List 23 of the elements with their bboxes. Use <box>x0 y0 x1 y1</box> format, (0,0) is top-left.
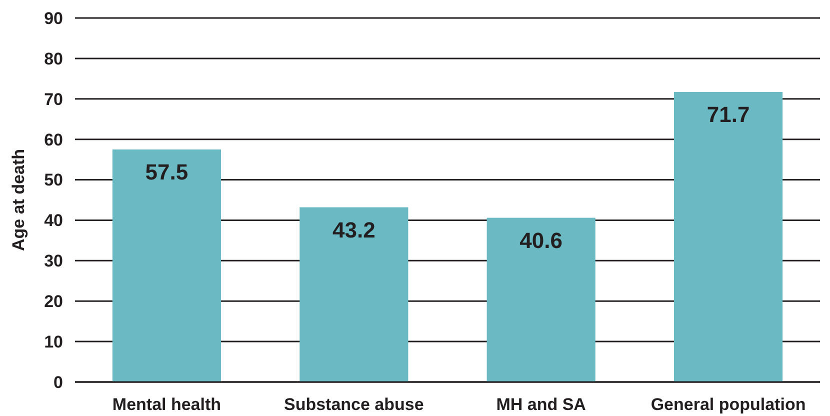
bar <box>300 207 408 382</box>
y-tick-label: 80 <box>44 49 63 68</box>
y-tick-label: 30 <box>44 252 63 271</box>
x-tick-label: Mental health <box>112 395 222 414</box>
y-tick-label: 60 <box>44 130 63 150</box>
x-tick-label: Substance abuse <box>284 395 424 414</box>
y-tick-label: 0 <box>54 372 63 392</box>
y-axis-title: Age at death <box>9 148 28 252</box>
y-tick-label: 70 <box>44 90 63 109</box>
data-label: 57.5 <box>145 159 188 184</box>
bar <box>486 218 596 382</box>
y-tick-label: 20 <box>44 292 63 312</box>
y-tick-label: 40 <box>44 211 63 230</box>
y-tick-label: 10 <box>44 332 63 352</box>
bar <box>112 149 222 382</box>
x-tick-label: General population <box>650 395 806 414</box>
y-tick-label: 90 <box>44 8 63 28</box>
data-label: 40.6 <box>520 228 563 253</box>
bar <box>674 92 783 382</box>
y-tick-label: 50 <box>44 170 63 190</box>
x-tick-label: MH and SA <box>496 395 586 414</box>
data-label: 71.7 <box>706 102 750 128</box>
data-label: 43.2 <box>332 217 376 242</box>
